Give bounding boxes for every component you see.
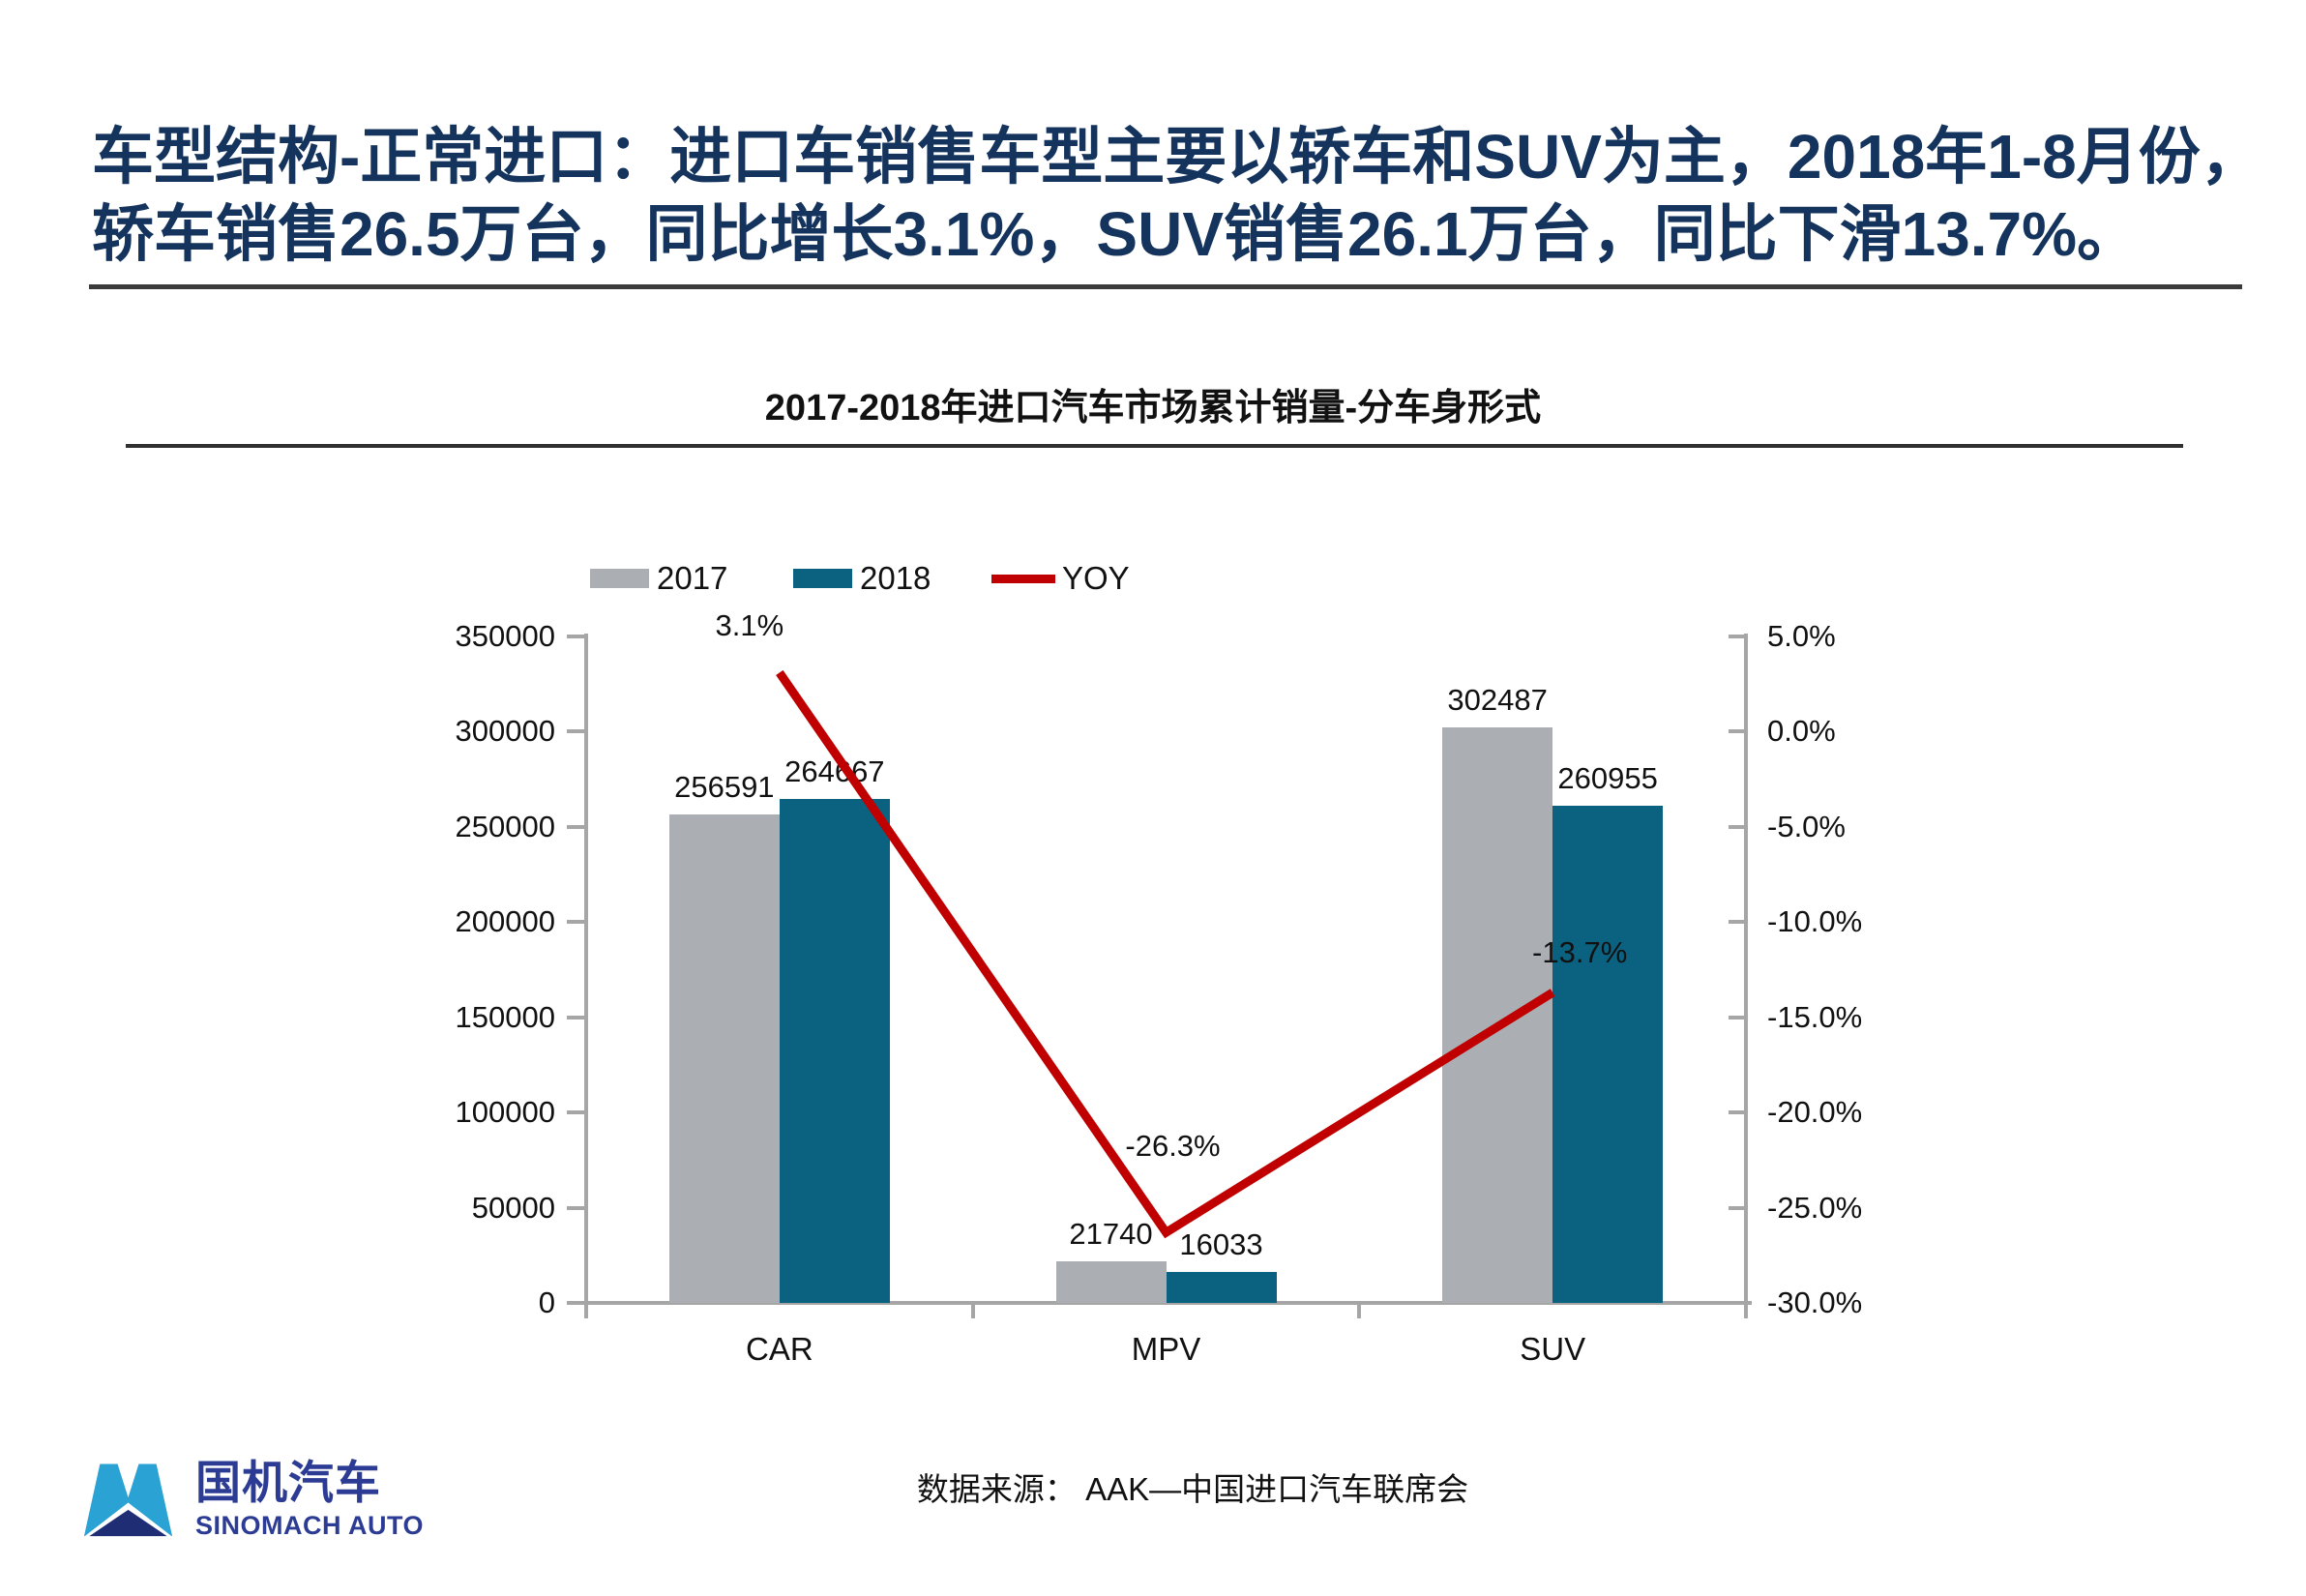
y-tick-right xyxy=(1729,635,1746,638)
logo-text-cn: 国机汽车 xyxy=(195,1457,381,1508)
legend-label-2018: 2018 xyxy=(860,560,931,596)
page-title-line1: 车型结构-正常进口：进口车销售车型主要以轿车和SUV为主，2018年1-8月份， xyxy=(92,122,2262,192)
bar-value-label: 260955 xyxy=(1557,761,1658,796)
y-tick-left xyxy=(567,635,584,638)
y-axis-label-left: 150000 xyxy=(455,999,555,1034)
legend-label-2017: 2017 xyxy=(657,560,728,596)
y-axis-right xyxy=(1744,634,1748,1306)
legend-label-yoy: YOY xyxy=(1062,560,1130,596)
data-source: 数据来源： AAK—中国进口汽车联席会 xyxy=(916,1471,1469,1507)
y-axis-label-left: 300000 xyxy=(455,714,555,749)
y-tick-right xyxy=(1729,729,1746,734)
legend-swatch-2018 xyxy=(793,569,852,588)
y-axis-left xyxy=(584,634,588,1306)
y-tick-right xyxy=(1729,1015,1746,1020)
bar-2018-car xyxy=(779,798,890,1303)
logo-text-en: SINOMACH AUTO xyxy=(195,1511,424,1540)
y-axis-label-right: -30.0% xyxy=(1767,1286,1863,1319)
chart-title: 2017-2018年进口汽车市场累计销量-分车身形式 xyxy=(764,388,1542,429)
y-axis-label-left: 200000 xyxy=(455,904,555,939)
chart-title-divider xyxy=(126,444,2183,448)
y-tick-right xyxy=(1729,1205,1746,1210)
y-axis-label-right: -25.0% xyxy=(1767,1190,1863,1225)
y-tick-right xyxy=(1729,1301,1746,1305)
y-axis-label-right: -5.0% xyxy=(1767,809,1846,843)
bar-value-label: 256591 xyxy=(674,769,775,804)
page-title: 车型结构-正常进口：进口车销售车型主要以轿车和SUV为主，2018年1-8月份，… xyxy=(92,118,2278,273)
y-tick-left xyxy=(567,1015,584,1020)
yoy-value-label: -13.7% xyxy=(1532,935,1628,970)
bar-2017-suv xyxy=(1442,726,1553,1303)
yoy-line xyxy=(776,669,1555,1239)
y-axis-label-right: -10.0% xyxy=(1767,904,1863,939)
bar-value-label: 21740 xyxy=(1069,1217,1153,1252)
yoy-value-label: -26.3% xyxy=(1125,1129,1221,1164)
legend-swatch-2017 xyxy=(590,569,649,588)
yoy-polyline xyxy=(776,669,1555,1239)
category-label-car: CAR xyxy=(745,1331,813,1367)
logo: 国机汽车 SINOMACH AUTO xyxy=(82,1459,424,1540)
bar-2017-car xyxy=(668,813,780,1303)
y-axis-label-left: 50000 xyxy=(471,1190,555,1225)
bar-2018-mpv xyxy=(1166,1272,1277,1303)
y-tick-left xyxy=(567,920,584,925)
y-axis-label-right: 5.0% xyxy=(1767,619,1836,653)
y-axis-label-right: -15.0% xyxy=(1767,999,1863,1034)
category-label-mpv: MPV xyxy=(1131,1331,1201,1367)
page-title-line2: 轿车销售26.5万台，同比增长3.1%，SUV销售26.1万台，同比下滑13.7… xyxy=(92,199,2140,269)
bar-value-label: 302487 xyxy=(1447,682,1548,717)
logo-texts: 国机汽车 SINOMACH AUTO xyxy=(195,1457,424,1541)
x-tick xyxy=(970,1303,975,1318)
yoy-value-label: 3.1% xyxy=(715,608,784,643)
logo-mountain-icon xyxy=(82,1463,174,1538)
y-axis-label-left: 100000 xyxy=(455,1095,555,1130)
y-tick-right xyxy=(1729,824,1746,829)
y-tick-left xyxy=(567,1110,584,1115)
bar-value-label: 16033 xyxy=(1179,1227,1263,1262)
x-tick xyxy=(1357,1303,1362,1318)
y-tick-left xyxy=(567,824,584,829)
y-axis-label-left: 350000 xyxy=(455,619,555,653)
y-tick-left xyxy=(567,1205,584,1210)
y-axis-label-left: 250000 xyxy=(455,809,555,843)
y-tick-left xyxy=(567,1301,584,1305)
x-tick xyxy=(584,1303,588,1318)
y-tick-right xyxy=(1729,1110,1746,1115)
x-tick xyxy=(1744,1303,1748,1318)
y-axis-label-right: -20.0% xyxy=(1767,1095,1863,1130)
bar-2018-suv xyxy=(1552,806,1664,1303)
y-axis-label-left: 0 xyxy=(538,1286,555,1319)
legend-line-yoy xyxy=(991,575,1055,583)
y-tick-left xyxy=(567,729,584,734)
y-axis-label-right: 0.0% xyxy=(1767,714,1836,749)
x-axis xyxy=(584,1301,1752,1305)
bar-2017-mpv xyxy=(1055,1261,1167,1303)
category-label-suv: SUV xyxy=(1520,1331,1586,1367)
title-divider xyxy=(89,284,2242,289)
y-tick-right xyxy=(1729,920,1746,925)
